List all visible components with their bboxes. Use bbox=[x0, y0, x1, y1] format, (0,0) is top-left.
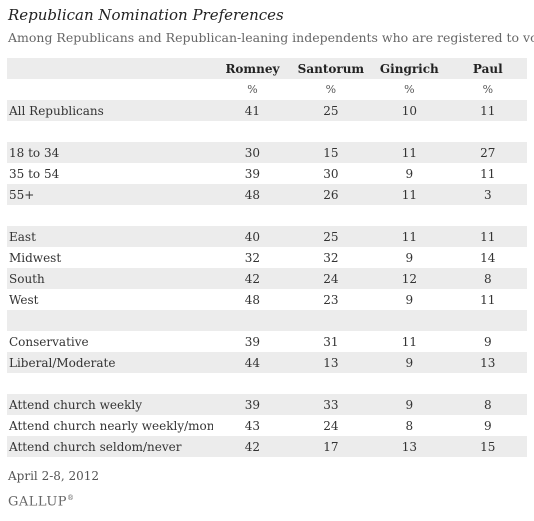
value-romney: 42 bbox=[244, 439, 261, 454]
value-paul: 11 bbox=[480, 229, 496, 244]
column-header-row: Romney Santorum Gingrich Paul bbox=[7, 58, 527, 79]
value-gingrich: 11 bbox=[401, 229, 417, 244]
group-spacer-row bbox=[7, 121, 527, 142]
value-gingrich: 11 bbox=[401, 145, 417, 160]
value-romney: 39 bbox=[244, 334, 261, 349]
value-romney: 40 bbox=[244, 229, 261, 244]
value-romney: 41 bbox=[244, 103, 261, 118]
value-paul: 11 bbox=[480, 166, 496, 181]
value-gingrich: 9 bbox=[405, 250, 414, 265]
row-label: All Republicans bbox=[9, 103, 104, 118]
value-santorum: 30 bbox=[323, 166, 339, 181]
value-paul: 14 bbox=[480, 250, 496, 265]
chart-subtitle: Among Republicans and Republican-leaning… bbox=[8, 30, 534, 45]
value-santorum: 25 bbox=[323, 103, 339, 118]
table-row: All Republicans 41 25 10 11 bbox=[7, 100, 527, 121]
group-spacer-row bbox=[7, 205, 527, 226]
value-santorum: 33 bbox=[323, 397, 339, 412]
value-paul: 9 bbox=[483, 418, 492, 433]
table-row: 55+ 48 26 11 3 bbox=[7, 184, 527, 205]
group-spacer-row bbox=[7, 310, 527, 331]
row-label: South bbox=[9, 271, 45, 286]
value-gingrich: 9 bbox=[405, 355, 414, 370]
value-paul: 3 bbox=[483, 187, 492, 202]
table-row: Attend church nearly weekly/monthly 43 24 8… bbox=[7, 415, 527, 436]
value-paul: 15 bbox=[480, 439, 496, 454]
value-santorum: 26 bbox=[323, 187, 339, 202]
value-gingrich: 11 bbox=[401, 187, 417, 202]
row-label: Attend church nearly weekly/monthly bbox=[9, 418, 214, 433]
column-header-santorum: Santorum bbox=[297, 61, 365, 76]
row-label: Attend church weekly bbox=[9, 397, 142, 412]
row-label: 55+ bbox=[9, 187, 35, 202]
gallup-logo-text: GALLUP bbox=[8, 494, 68, 510]
table-row: Attend church seldom/never 42 17 13 15 bbox=[7, 436, 527, 457]
value-santorum: 23 bbox=[323, 292, 339, 307]
row-label: Midwest bbox=[9, 250, 62, 265]
table-row: 35 to 54 39 30 9 11 bbox=[7, 163, 527, 184]
value-santorum: 24 bbox=[323, 418, 339, 433]
value-romney: 44 bbox=[244, 355, 261, 370]
table-row: Midwest 32 32 9 14 bbox=[7, 247, 527, 268]
unit-cell-santorum: % bbox=[325, 83, 337, 96]
table-row: 18 to 34 30 15 11 27 bbox=[7, 142, 527, 163]
value-santorum: 32 bbox=[323, 250, 339, 265]
value-romney: 48 bbox=[244, 187, 261, 202]
unit-cell-gingrich: % bbox=[404, 83, 415, 96]
value-paul: 27 bbox=[480, 145, 496, 160]
table-row: Conservative 39 31 11 9 bbox=[7, 331, 527, 352]
gallup-logo: GALLUP® bbox=[8, 494, 75, 510]
column-header-gingrich: Gingrich bbox=[379, 61, 439, 76]
value-santorum: 31 bbox=[323, 334, 339, 349]
value-paul: 11 bbox=[480, 292, 496, 307]
value-gingrich: 9 bbox=[405, 292, 414, 307]
value-gingrich: 10 bbox=[401, 103, 417, 118]
row-label: West bbox=[9, 292, 39, 307]
column-header-romney: Romney bbox=[225, 61, 280, 76]
value-gingrich: 9 bbox=[405, 166, 414, 181]
table-row: West 48 23 9 11 bbox=[7, 289, 527, 310]
value-paul: 8 bbox=[483, 397, 492, 412]
value-romney: 43 bbox=[244, 418, 261, 433]
row-label: 35 to 54 bbox=[9, 166, 60, 181]
unit-cell-romney: % bbox=[247, 83, 258, 96]
row-label: Attend church seldom/never bbox=[9, 439, 182, 454]
group-spacer-row bbox=[7, 373, 527, 394]
value-romney: 48 bbox=[244, 292, 261, 307]
value-romney: 42 bbox=[244, 271, 261, 286]
results-table: Romney Santorum Gingrich Paul%%%% All Republ… bbox=[7, 58, 527, 457]
row-label: East bbox=[9, 229, 36, 244]
value-santorum: 15 bbox=[323, 145, 339, 160]
value-gingrich: 13 bbox=[401, 439, 417, 454]
survey-date: April 2-8, 2012 bbox=[8, 469, 100, 483]
value-romney: 32 bbox=[244, 250, 261, 265]
value-gingrich: 8 bbox=[405, 418, 414, 433]
value-gingrich: 11 bbox=[401, 334, 417, 349]
value-paul: 9 bbox=[483, 334, 492, 349]
table-row: South 42 24 12 8 bbox=[7, 268, 527, 289]
value-paul: 13 bbox=[480, 355, 496, 370]
value-gingrich: 12 bbox=[401, 271, 417, 286]
table-row: Liberal/Moderate 44 13 9 13 bbox=[7, 352, 527, 373]
value-santorum: 13 bbox=[323, 355, 339, 370]
chart-title: Republican Nomination Preferences bbox=[8, 6, 284, 24]
value-santorum: 25 bbox=[323, 229, 339, 244]
value-gingrich: 9 bbox=[405, 397, 414, 412]
unit-row: %%%% bbox=[7, 79, 527, 100]
table-row: Attend church weekly 39 33 9 8 bbox=[7, 394, 527, 415]
column-header-paul: Paul bbox=[472, 61, 503, 76]
value-romney: 39 bbox=[244, 397, 261, 412]
value-paul: 11 bbox=[480, 103, 496, 118]
row-label: Liberal/Moderate bbox=[9, 355, 116, 370]
value-romney: 30 bbox=[244, 145, 261, 160]
row-label: 18 to 34 bbox=[9, 145, 60, 160]
row-label: Conservative bbox=[9, 334, 89, 349]
value-santorum: 17 bbox=[323, 439, 339, 454]
value-santorum: 24 bbox=[323, 271, 339, 286]
unit-cell-paul: % bbox=[482, 83, 494, 96]
value-paul: 8 bbox=[483, 271, 492, 286]
value-romney: 39 bbox=[244, 166, 261, 181]
table-row: East 40 25 11 11 bbox=[7, 226, 527, 247]
